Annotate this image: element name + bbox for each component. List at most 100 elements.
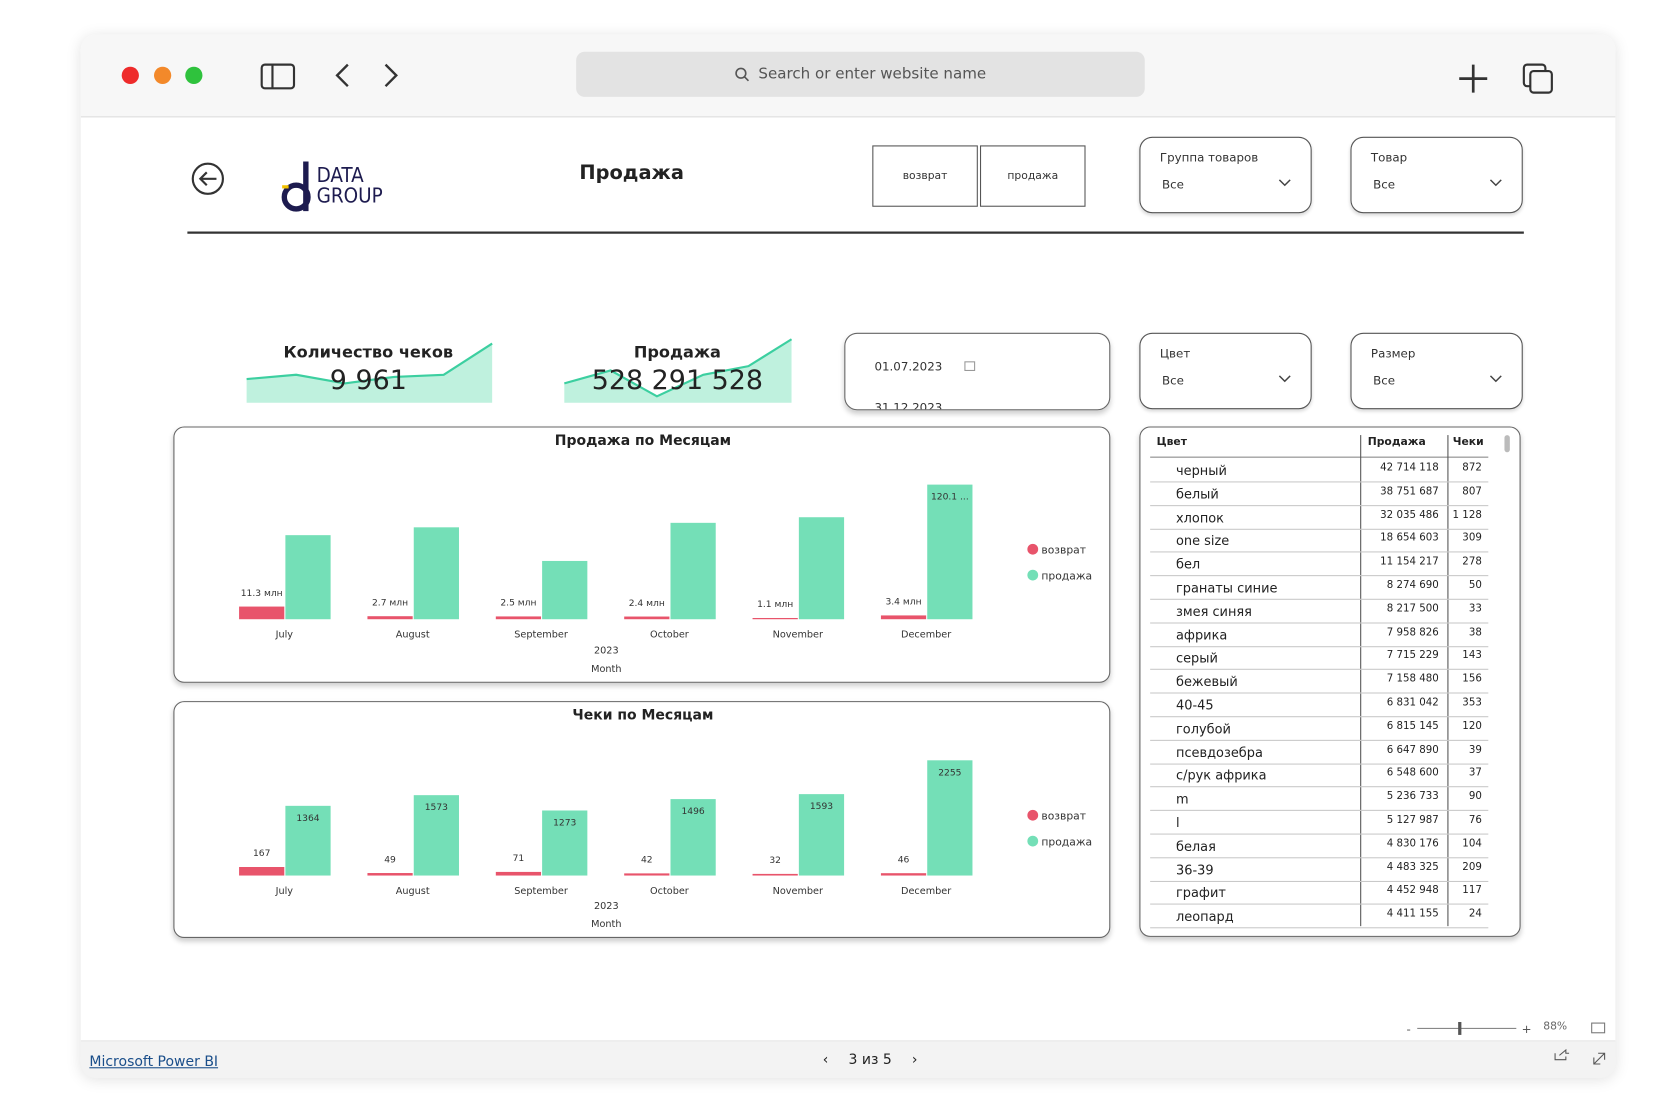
zoom-thumb[interactable]	[1458, 1021, 1462, 1035]
fit-icon[interactable]	[1591, 1022, 1606, 1034]
cell: гранаты синие	[1175, 580, 1278, 596]
toolbar-icons	[121, 63, 1553, 94]
bar	[927, 760, 973, 876]
cell: 24	[1468, 908, 1482, 920]
x-tick-label: November	[773, 630, 823, 641]
kpi-sparkline-area	[564, 339, 792, 403]
bar	[752, 617, 798, 620]
share-icon[interactable]	[1554, 1048, 1570, 1061]
date-range[interactable]: 01.07.2023 31.12.2023	[844, 332, 1111, 411]
toggle-button[interactable]: возврат	[872, 145, 978, 207]
logo-text: DATA	[316, 163, 364, 188]
x-tick-label: October	[650, 886, 689, 897]
table-row: с/рук африка 6 548 600 37	[1150, 764, 1489, 788]
data-label: 2255	[938, 768, 961, 778]
cell: 11 154 217	[1380, 555, 1439, 568]
x-tick-label: July	[275, 886, 294, 897]
bar	[285, 535, 331, 620]
report-title: Продажа	[579, 161, 684, 185]
bar	[927, 484, 973, 620]
data-label: 1593	[810, 802, 833, 812]
table-row: бел 11 154 217 278	[1150, 553, 1489, 577]
filter[interactable]: Размер Все	[1350, 332, 1523, 410]
cell: 6 548 600	[1386, 767, 1439, 780]
back-button[interactable]	[191, 162, 224, 195]
status-bar	[80, 1040, 1616, 1078]
toggle-button[interactable]: продажа	[979, 145, 1086, 207]
forward-icon[interactable]	[384, 63, 398, 87]
x-tick-label: September	[514, 886, 568, 897]
table-row: змея синяя 8 217 500 33	[1150, 600, 1489, 624]
search-placeholder: Search or enter website name	[758, 65, 987, 83]
brand-link[interactable]: Microsoft Power BI	[89, 1054, 219, 1071]
sidebar-icon[interactable]	[260, 63, 296, 90]
minimize-dot[interactable]	[153, 66, 172, 84]
data-label: 1573	[425, 803, 448, 813]
next-page[interactable]: ›	[911, 1052, 918, 1069]
filter-value: Все	[1373, 177, 1396, 192]
cell: 7 158 480	[1386, 673, 1439, 686]
new-tab-icon[interactable]	[1459, 64, 1488, 93]
scrollbar[interactable]	[1504, 435, 1510, 453]
table-row: бежевый 7 158 480 156	[1150, 670, 1489, 694]
cell: 5 127 987	[1386, 814, 1439, 826]
filter-value: Все	[1161, 373, 1184, 388]
table-row: леопард 4 411 155 24	[1150, 905, 1489, 929]
cell: 7 715 229	[1386, 649, 1439, 662]
chevron	[1489, 375, 1502, 383]
data-label: 1.1 млн	[757, 600, 793, 610]
x-axis-label: Month	[591, 919, 621, 930]
bar	[239, 606, 285, 620]
cell: графит	[1175, 885, 1226, 901]
bar	[624, 616, 670, 620]
bar	[542, 810, 588, 876]
page-number: 3 из 5	[848, 1052, 892, 1069]
table-row: белый 38 751 687 807	[1150, 482, 1489, 506]
cell: m	[1175, 791, 1189, 807]
address-bar[interactable]: Search or enter website name	[576, 51, 1145, 97]
cell: 90	[1468, 790, 1482, 803]
data-label: 32	[769, 856, 781, 866]
cell: 104	[1462, 837, 1482, 850]
x-tick-label: November	[773, 886, 823, 897]
table-row: one size 18 654 603 309	[1150, 529, 1489, 553]
expand-icon[interactable]	[1593, 1052, 1606, 1065]
cell: 6 831 042	[1386, 696, 1439, 709]
back-icon[interactable]	[335, 63, 349, 87]
bar	[413, 795, 459, 876]
cell: голубой	[1175, 721, 1231, 737]
header-rule	[1150, 456, 1489, 458]
zoom-level: 88%	[1543, 1020, 1568, 1033]
prev-page[interactable]: ‹	[822, 1052, 829, 1069]
cell: черный	[1175, 463, 1227, 479]
cell: 33	[1468, 602, 1482, 615]
cell: бел	[1175, 556, 1201, 573]
cell: 38 751 687	[1380, 485, 1439, 498]
svg-text:+: +	[1522, 1022, 1532, 1036]
filter[interactable]: Цвет Все	[1139, 332, 1312, 410]
close-dot[interactable]	[121, 66, 139, 84]
filter-label: Цвет	[1159, 346, 1191, 361]
cell: бежевый	[1175, 674, 1238, 690]
cell: 120	[1462, 720, 1482, 733]
table-row: псевдозебра 6 647 890 39	[1150, 740, 1489, 765]
table-row: африка 7 958 826 38	[1150, 623, 1489, 647]
tabs-icon[interactable]	[1522, 63, 1553, 94]
legend-swatch	[1027, 809, 1039, 821]
data-label: 167	[253, 849, 271, 859]
cell: 38	[1468, 626, 1482, 639]
cell: 8 217 500	[1386, 602, 1439, 615]
cell: псевдозебра	[1175, 744, 1263, 760]
bar	[670, 522, 716, 620]
table-row: l 5 127 987 76	[1150, 811, 1489, 835]
data-label: 2.7 млн	[372, 598, 408, 608]
data-label: 1273	[553, 819, 576, 829]
x-tick-label: December	[901, 886, 951, 897]
filter[interactable]: Товар Все	[1350, 136, 1523, 214]
table-row: гранаты синие 8 274 690 50	[1150, 576, 1489, 600]
zoom-dot[interactable]	[185, 66, 203, 84]
chart-title: Продажа по Месяцам	[555, 433, 731, 449]
filter[interactable]: Группа товаров Все	[1139, 136, 1312, 214]
cell: 4 411 155	[1386, 908, 1439, 920]
